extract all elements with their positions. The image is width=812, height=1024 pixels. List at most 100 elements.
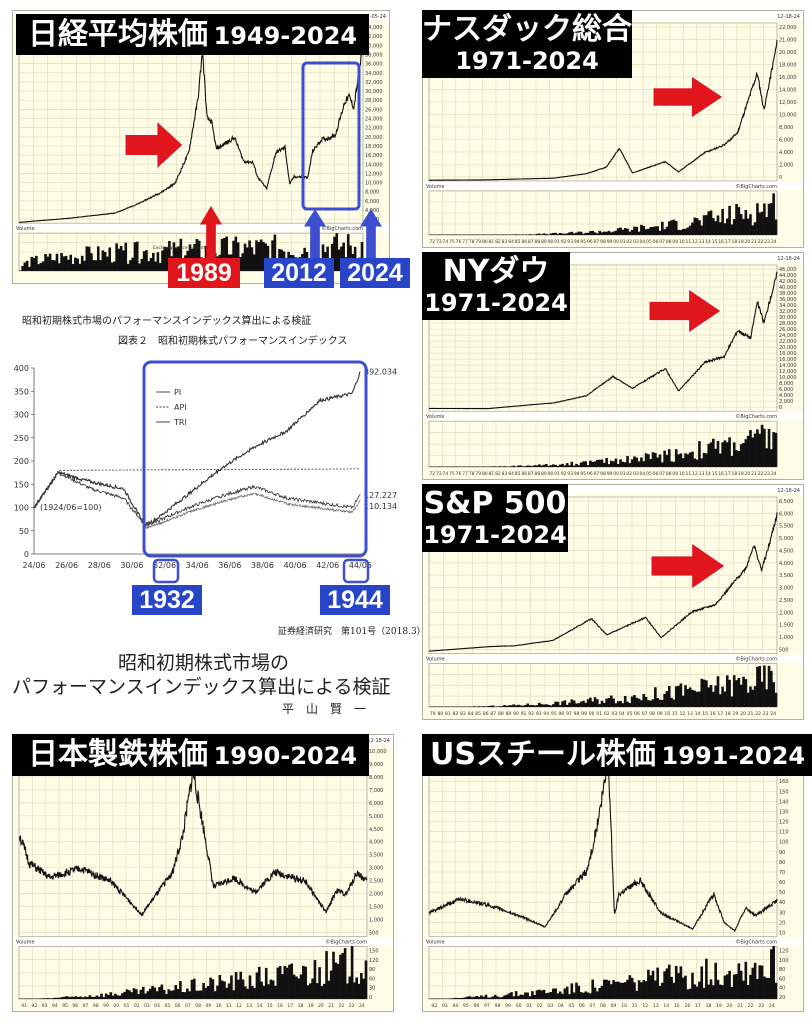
x-tick-label: 84 <box>508 471 514 477</box>
volume-bar <box>132 988 136 999</box>
volume-bar <box>528 996 532 999</box>
sp500-title: S&P 500 1971-2024 <box>422 484 568 552</box>
volume-bar <box>767 429 771 467</box>
volume-bar <box>586 699 590 707</box>
volume-bar <box>531 991 534 999</box>
x-tick-label: 82 <box>495 239 501 245</box>
volume-bar <box>147 261 151 271</box>
volume-bar <box>535 990 539 999</box>
x-tick-label: 07 <box>185 1003 191 1009</box>
x-tick-label: 19 <box>738 471 744 477</box>
volume-bar <box>102 997 106 999</box>
volume-bar <box>649 227 653 235</box>
x-tick-label: 99 <box>607 471 613 477</box>
volume-bar <box>498 234 502 235</box>
volume-bar <box>705 680 708 707</box>
y-tick-label: 42,000 <box>365 34 383 40</box>
vol-tick-label: 60 <box>369 976 375 982</box>
x-tick-label: 86 <box>483 711 489 717</box>
volume-bar <box>596 991 599 999</box>
volume-bar <box>732 675 736 707</box>
volume-bar <box>67 259 70 271</box>
x-tick-label: 85 <box>475 711 481 717</box>
showa-highlight-box <box>142 360 368 558</box>
volume-bar <box>591 701 595 707</box>
volume-bar <box>649 700 653 707</box>
volume-bar <box>758 965 762 999</box>
volume-bar <box>739 444 743 467</box>
x-tick-label: 96 <box>474 1003 480 1009</box>
volume-bar <box>661 699 664 707</box>
x-tick-label: 99 <box>581 711 587 717</box>
volume-bar <box>39 998 43 999</box>
volume-bar <box>53 260 56 271</box>
volume-bar <box>466 996 469 999</box>
volume-bar <box>440 234 444 235</box>
x-tick-label: 74 <box>443 471 449 477</box>
volume-bar <box>126 263 130 271</box>
volume-bar <box>538 464 541 467</box>
volume-bar <box>626 979 629 999</box>
volume-bar <box>433 706 437 707</box>
y-tick-label: 80 <box>779 860 785 866</box>
x-tick-label: 06 <box>175 1003 181 1009</box>
volume-bar <box>174 985 178 999</box>
marker-2012: 2012 <box>264 258 334 288</box>
volume-bar <box>330 243 334 271</box>
volume-bar <box>459 706 462 707</box>
volume-bar <box>223 238 226 271</box>
volume-bar <box>616 701 620 707</box>
x-tick-label: 92 <box>431 1003 437 1009</box>
y-tick-label: 18,000 <box>779 351 797 357</box>
volume-bar <box>435 706 439 707</box>
volume-bar <box>614 703 618 707</box>
x-tick-label: 21 <box>751 239 757 245</box>
volume-bar <box>593 461 597 467</box>
volume-bar <box>728 970 731 999</box>
x-tick-label: 05 <box>165 1003 171 1009</box>
showa-x-tick-label: 38/06 <box>251 561 274 570</box>
x-tick-label: 23 <box>758 1003 764 1009</box>
volume-bar <box>684 685 687 707</box>
volume-bar <box>767 977 771 999</box>
x-tick-label: 20 <box>740 711 746 717</box>
volume-bar <box>429 466 432 467</box>
volume-bar <box>144 993 147 999</box>
volume-bar <box>591 230 595 235</box>
volume-bar <box>313 960 317 999</box>
showa-legend-label: API <box>174 403 187 412</box>
volume-bar <box>514 234 518 235</box>
x-tick-label: 78 <box>469 239 475 245</box>
volume-bar <box>146 991 150 999</box>
volume-bar <box>480 234 483 235</box>
y-tick-label: 6,000 <box>779 137 793 143</box>
volume-bar <box>753 686 757 707</box>
ussteel-years: 1991-2024 <box>661 742 806 770</box>
volume-bar <box>693 458 697 467</box>
x-tick-label: 09 <box>205 1003 211 1009</box>
volume-header-bar <box>423 181 803 190</box>
x-tick-label: 03 <box>547 1003 553 1009</box>
y-tick-label: 110 <box>779 830 789 836</box>
dow-red-arrow <box>648 288 722 334</box>
volume-bar <box>357 983 361 999</box>
volume-bar <box>311 978 314 999</box>
volume-bar <box>489 705 492 707</box>
volume-bar <box>758 433 762 467</box>
x-tick-label: 98 <box>600 239 606 245</box>
volume-bar <box>512 234 516 235</box>
volume-bar <box>477 466 481 467</box>
volume-bar <box>276 967 280 999</box>
volume-bar <box>309 983 312 999</box>
volume-bar <box>463 466 467 467</box>
x-tick-label: 98 <box>495 1003 501 1009</box>
volume-bar <box>162 989 166 999</box>
y-tick-label: 3,500 <box>369 853 383 859</box>
volume-bar <box>115 243 118 271</box>
x-tick-label: 12 <box>692 471 698 477</box>
x-tick-label: 91 <box>554 239 560 245</box>
volume-bar <box>616 464 620 467</box>
volume-bar <box>637 698 641 707</box>
volume-bar <box>454 706 458 707</box>
price-series-line <box>429 40 778 181</box>
